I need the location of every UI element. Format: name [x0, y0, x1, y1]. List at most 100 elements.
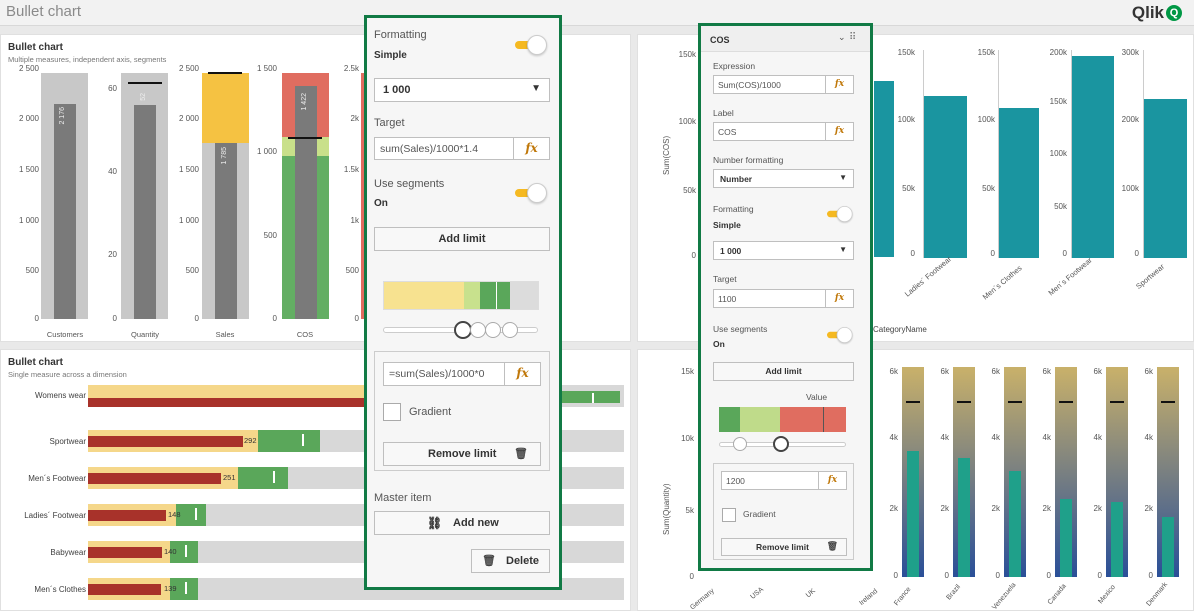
app-header: Bullet chart Qlik Q: [0, 0, 1194, 26]
add-limit-button[interactable]: Add limit: [374, 227, 550, 251]
row-label: Men´s Footwear: [28, 474, 86, 483]
x-axis-label: CategoryName: [873, 325, 927, 334]
row-label: Sportwear: [49, 437, 86, 446]
limit-editor: =sum(Sales)/1000*0 fx Gradient Remove li…: [374, 351, 550, 471]
cos-target: [288, 137, 322, 139]
text-label: 2k: [1042, 504, 1051, 513]
target-expression[interactable]: sum(Sales)/1000*1.4 fx: [374, 137, 550, 160]
text-label: 0: [272, 314, 277, 323]
formatting-value: Simple: [713, 220, 741, 230]
text-label: 6k: [1144, 367, 1153, 376]
drag-handle-icon[interactable]: ⠿: [849, 32, 857, 43]
fx-button[interactable]: fx: [825, 123, 853, 140]
sales-axis: 2 500 2 000 1 500 1 000 500 0: [161, 64, 201, 323]
fx-button[interactable]: fx: [825, 290, 853, 307]
country-panel: 6k 4k 2k 0 France: [872, 367, 924, 611]
fx-button[interactable]: fx: [504, 363, 540, 385]
row-target: [195, 508, 197, 520]
gradient-checkbox[interactable]: [383, 403, 401, 421]
add-limit-button[interactable]: Add limit: [713, 362, 854, 381]
formatting-toggle[interactable]: [515, 35, 547, 55]
slider-handle[interactable]: [485, 322, 501, 338]
value-label: Value: [806, 392, 828, 402]
formatting-value: Simple: [374, 50, 407, 61]
use-segments-toggle[interactable]: [827, 327, 853, 343]
gradient-checkbox[interactable]: [722, 508, 736, 522]
sales-label: Sales: [215, 330, 235, 339]
graphic-element: [384, 282, 464, 309]
fx-button[interactable]: fx: [513, 138, 549, 159]
slider-handle[interactable]: [733, 437, 747, 451]
slider-handle[interactable]: [502, 322, 518, 338]
fx-button[interactable]: fx: [818, 472, 846, 489]
chart-title: Bullet chart: [8, 42, 64, 53]
slider-handle-active[interactable]: [773, 436, 789, 452]
use-segments-toggle[interactable]: [515, 183, 547, 203]
text-label: Remove limit: [756, 542, 809, 552]
sales-bar: [215, 143, 237, 319]
text-label: 4k: [1144, 433, 1153, 442]
country-panels: 6k 4k 2k 0 France 6k 4k 2k 0 Brazil 6k 4…: [872, 367, 1192, 611]
text-label: Venezuela: [991, 581, 1018, 611]
text-label: 6k: [940, 367, 949, 376]
delete-button[interactable]: 🗑 Delete: [471, 549, 550, 573]
country-panel: 6k 4k 2k 0 Venezuela: [974, 367, 1026, 611]
remove-limit-button[interactable]: Remove limit 🗑: [383, 442, 541, 466]
y-tick: 10k: [681, 434, 694, 443]
graphic-element: [823, 407, 824, 432]
row-label: Men´s Clothes: [34, 585, 86, 594]
sheet-title: Bullet chart: [6, 3, 82, 20]
expression-input[interactable]: Sum(COS)/1000 fx: [713, 75, 854, 94]
graphic-element: [906, 401, 920, 403]
text-label: 0: [1134, 249, 1139, 258]
chart-title-2: Bullet chart: [8, 357, 64, 368]
cos-properties-panel[interactable]: COS ⌄ ⠿ Expression Sum(COS)/1000 fx Labe…: [698, 23, 873, 571]
limit-input[interactable]: 1200 fx: [721, 471, 847, 490]
qlik-logo-icon: Q: [1166, 5, 1182, 21]
row-bar: [88, 436, 243, 447]
chevron-down-icon[interactable]: ⌄: [838, 32, 846, 42]
graphic-element: [957, 401, 971, 403]
number-format-select[interactable]: 1 000 ▼: [713, 241, 854, 260]
text-label: =sum(Sales)/1000*0: [389, 368, 485, 380]
measure-properties-panel[interactable]: Formatting Simple 1 000 ▼ Target sum(Sal…: [364, 15, 562, 590]
row-label: Babywear: [50, 548, 86, 557]
text-label: 6k: [991, 367, 1000, 376]
qlik-logo: Qlik Q: [1132, 3, 1182, 23]
text-label: 0: [910, 249, 915, 258]
row-range-green: [258, 430, 320, 452]
segment-preview: [719, 407, 846, 432]
panel-header[interactable]: COS ⌄ ⠿: [701, 26, 870, 52]
fx-button[interactable]: fx: [825, 76, 853, 93]
text-label: France: [893, 585, 913, 608]
text-label: 1 500: [18, 165, 39, 174]
remove-limit-button[interactable]: Remove limit 🗑: [721, 538, 847, 556]
quantity-label: Quantity: [131, 330, 159, 339]
target-input[interactable]: 1100 fx: [713, 289, 854, 308]
limit-expression[interactable]: =sum(Sales)/1000*0 fx: [383, 362, 541, 386]
add-new-master-button[interactable]: ⛓ Add new: [374, 511, 550, 535]
slider-handle[interactable]: [470, 322, 486, 338]
graphic-element: [1110, 401, 1124, 403]
text-label: 4k: [1042, 433, 1051, 442]
number-formatting-select[interactable]: Number ▼: [713, 169, 854, 188]
row-bar: [88, 398, 378, 407]
use-segments-label: Use segments: [713, 324, 768, 334]
text-label: sum(Sales)/1000*1.4: [380, 143, 479, 155]
text-label: 300k: [1121, 48, 1139, 57]
text-label: 0: [34, 314, 39, 323]
text-label: Canada: [1046, 582, 1068, 607]
formatting-toggle[interactable]: [827, 206, 853, 222]
number-format-select[interactable]: 1 000 ▼: [374, 78, 550, 102]
y-tick: 0: [691, 251, 696, 260]
text-label: Sum(COS)/1000: [718, 80, 781, 90]
label-label: Label: [713, 108, 734, 118]
label-input[interactable]: COS fx: [713, 122, 854, 141]
text-label: 100k: [1049, 149, 1067, 158]
quantity-axis: 60 40 20 0: [91, 69, 119, 323]
text-label: 4k: [889, 433, 898, 442]
segment-preview: [383, 281, 539, 310]
row-range-green: [170, 578, 198, 600]
graphic-element: [923, 50, 924, 258]
gradient-label: Gradient: [409, 406, 452, 418]
